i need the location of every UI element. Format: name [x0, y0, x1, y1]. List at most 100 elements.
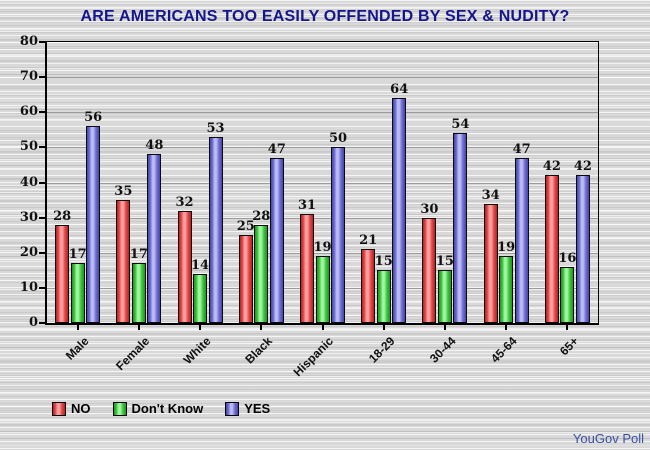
bar — [86, 126, 101, 323]
x-tick-label-text: 18-29 — [366, 334, 398, 366]
x-tick — [443, 325, 446, 330]
y-tick — [39, 76, 45, 79]
gridline — [47, 252, 598, 254]
x-tick-label-text: Male — [62, 334, 92, 363]
y-tick — [39, 146, 45, 149]
y-tick — [39, 251, 45, 254]
legend-item: Don't Know — [112, 401, 204, 416]
source-credit: YouGov Poll — [572, 431, 644, 446]
bar — [392, 98, 407, 323]
y-tick-label: 20 — [19, 244, 38, 260]
x-tick — [199, 325, 202, 330]
y-tick — [39, 41, 45, 43]
legend-swatch — [225, 401, 240, 416]
bar-value-label: 25 — [236, 219, 255, 235]
bar-value-label: 14 — [191, 257, 210, 273]
bar — [70, 263, 85, 323]
bar-value-label: 30 — [420, 201, 439, 217]
bar-value-label: 17 — [129, 247, 148, 263]
x-tick-label-text: White — [180, 334, 214, 368]
y-tick-label: 30 — [19, 209, 38, 225]
x-tick — [321, 325, 324, 330]
y-tick-label: 10 — [19, 279, 38, 295]
bar-value-label: 16 — [558, 250, 577, 266]
bar — [544, 175, 559, 323]
bar — [177, 210, 192, 323]
legend-swatch — [52, 401, 66, 416]
legend-label: NO — [71, 401, 91, 416]
y-tick — [39, 111, 45, 114]
y-tick — [39, 181, 45, 184]
bar — [376, 270, 391, 323]
bar-value-label: 31 — [297, 198, 317, 214]
bar-value-label: 56 — [84, 110, 103, 126]
bar-value-label: 53 — [206, 120, 225, 136]
bar-value-label: 47 — [512, 141, 531, 157]
bar-value-label: 42 — [542, 159, 561, 175]
bar — [575, 175, 590, 323]
bar — [453, 133, 468, 323]
y-tick-label: 40 — [19, 174, 38, 190]
gridline — [47, 77, 598, 79]
bar — [269, 157, 284, 323]
bar-value-label: 50 — [328, 131, 348, 147]
bar-value-label: 15 — [374, 254, 393, 270]
gridline — [47, 112, 598, 114]
bar-value-label: 42 — [573, 159, 592, 175]
bar — [238, 235, 253, 323]
bar — [514, 157, 529, 323]
x-tick-label-text: 65+ — [556, 334, 582, 359]
bar — [560, 266, 575, 323]
bar-value-label: 15 — [435, 254, 454, 270]
gridline — [47, 182, 598, 184]
legend: NO Don't Know YES — [52, 401, 270, 416]
y-tick-label: 70 — [19, 69, 38, 85]
y-tick-label: 80 — [19, 34, 38, 49]
bar — [422, 217, 437, 323]
y-tick-label: 0 — [28, 315, 38, 330]
chart-title: ARE AMERICANS TOO EASILY OFFENDED BY SEX… — [80, 8, 570, 25]
bar-value-label: 48 — [145, 138, 164, 154]
gridline — [47, 217, 598, 219]
bar-value-label: 19 — [497, 240, 516, 256]
bar-value-label: 34 — [481, 187, 500, 203]
bar-value-label: 47 — [267, 141, 286, 157]
bar — [499, 256, 514, 323]
bar-value-label: 28 — [53, 208, 72, 224]
y-tick — [39, 286, 45, 289]
x-tick-label-text: 30-44 — [427, 334, 459, 366]
legend-item: YES — [225, 401, 270, 416]
bar-value-label: 54 — [451, 117, 470, 133]
y-tick-label: 50 — [19, 139, 38, 155]
y-tick — [39, 322, 45, 324]
legend-item: NO — [52, 401, 91, 416]
legend-label: YES — [244, 401, 271, 416]
bar-value-label: 32 — [175, 194, 194, 210]
legend-label: Don't Know — [131, 401, 204, 416]
bar-value-label: 17 — [68, 247, 87, 263]
bar — [116, 200, 131, 323]
bar — [483, 203, 498, 323]
x-tick — [382, 325, 385, 330]
x-tick — [505, 325, 508, 330]
bar — [331, 147, 345, 323]
x-tick — [566, 325, 569, 330]
x-tick — [137, 325, 140, 330]
bar — [300, 214, 314, 323]
bar-value-label: 21 — [359, 233, 378, 249]
bar — [437, 270, 452, 323]
bar — [315, 256, 330, 323]
y-tick — [39, 216, 45, 219]
bar — [361, 249, 376, 323]
bar-value-label: 28 — [252, 208, 271, 224]
y-tick-label: 60 — [19, 104, 38, 120]
bar-value-label: 19 — [313, 240, 332, 256]
x-tick-label-text: Female — [113, 334, 153, 374]
gridline — [47, 147, 598, 149]
x-tick-label-text: Black — [242, 334, 276, 367]
x-tick — [260, 325, 263, 330]
x-tick-label-text: Hispanic — [291, 334, 337, 380]
x-tick — [76, 325, 79, 330]
plot-area: 28 17 56 35 17 48 32 14 53 25 28 47 31 19 50 21 15 64 30 15… — [45, 41, 599, 325]
